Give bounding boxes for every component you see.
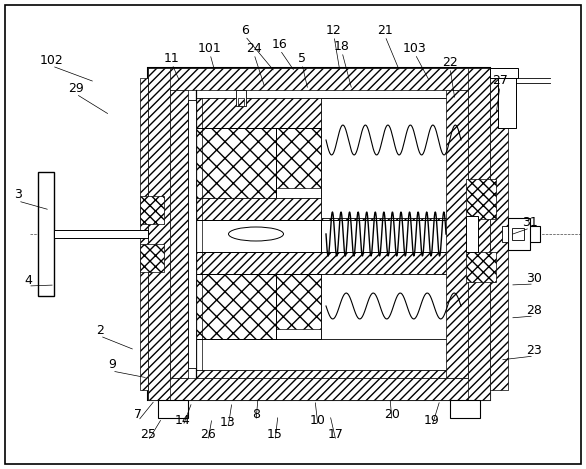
Bar (238, 98, 244, 106)
Bar (196, 98, 466, 128)
Text: 29: 29 (68, 82, 84, 94)
Bar (450, 400, 480, 418)
Text: 15: 15 (267, 429, 283, 441)
Text: 103: 103 (403, 41, 427, 54)
Bar (321, 98, 466, 218)
Text: 25: 25 (140, 429, 156, 441)
Bar (148, 68, 490, 400)
Text: 23: 23 (526, 343, 542, 356)
Bar (196, 198, 466, 220)
Text: 21: 21 (377, 23, 393, 37)
Text: 7: 7 (134, 408, 142, 422)
Bar (170, 90, 188, 378)
Bar (276, 274, 321, 329)
Bar (502, 226, 508, 242)
Text: 28: 28 (526, 303, 542, 317)
Bar (148, 68, 490, 90)
Bar (321, 274, 466, 339)
Bar (140, 244, 164, 272)
Bar (148, 378, 490, 400)
Bar (490, 68, 518, 78)
Text: 17: 17 (328, 429, 344, 441)
Bar (466, 216, 478, 252)
Text: 13: 13 (220, 416, 236, 429)
Text: 11: 11 (164, 52, 180, 65)
Bar (196, 252, 466, 274)
Ellipse shape (229, 227, 284, 241)
Text: 5: 5 (298, 52, 306, 65)
Bar (140, 78, 148, 390)
Bar (276, 128, 321, 188)
Text: 30: 30 (526, 272, 542, 285)
Text: 27: 27 (492, 74, 508, 86)
Bar (512, 228, 524, 240)
Text: 16: 16 (272, 38, 288, 51)
Text: 31: 31 (522, 215, 538, 228)
Bar (498, 68, 516, 128)
Text: 101: 101 (198, 41, 222, 54)
Text: 20: 20 (384, 408, 400, 422)
Bar (490, 78, 508, 390)
Bar (38, 172, 54, 296)
Text: 6: 6 (241, 23, 249, 37)
Text: 12: 12 (326, 23, 342, 37)
Bar (468, 68, 490, 400)
Text: 8: 8 (252, 408, 260, 422)
Text: 2: 2 (96, 324, 104, 336)
Bar (236, 90, 246, 106)
Bar (196, 370, 466, 378)
Text: 26: 26 (200, 429, 216, 441)
Text: 24: 24 (246, 41, 262, 54)
Text: 4: 4 (24, 273, 32, 287)
Bar (508, 218, 530, 250)
Text: 18: 18 (334, 39, 350, 53)
Bar (446, 90, 468, 378)
Text: 10: 10 (310, 414, 326, 426)
Bar (508, 226, 540, 242)
Text: 22: 22 (442, 55, 458, 68)
Bar (196, 274, 276, 339)
Text: 19: 19 (424, 414, 440, 426)
Bar (466, 179, 496, 219)
Text: 14: 14 (175, 414, 191, 426)
Bar (466, 252, 496, 282)
Bar (188, 100, 196, 368)
Bar (196, 128, 276, 198)
Text: 9: 9 (108, 358, 116, 371)
Bar (158, 400, 188, 418)
Text: 3: 3 (14, 189, 22, 202)
Text: 102: 102 (40, 53, 64, 67)
Bar (498, 68, 516, 128)
Bar (54, 230, 148, 238)
Bar (148, 68, 170, 400)
Bar (140, 196, 164, 224)
